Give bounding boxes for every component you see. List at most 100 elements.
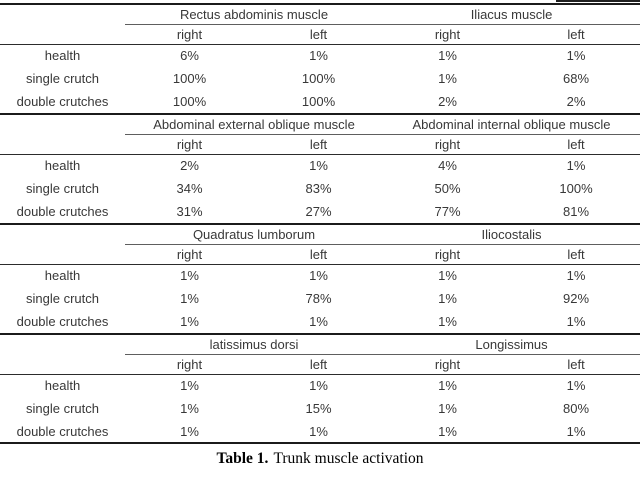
table-caption: Table 1. Trunk muscle activation [0,449,640,468]
table-caption-text: Trunk muscle activation [273,450,424,467]
value-cell: 1% [566,378,586,394]
corner-spacer [0,354,125,375]
row-label: single crutch [26,181,99,196]
side-header: right [125,244,254,265]
row-label: health [44,158,81,174]
value-cell: 1% [180,268,199,284]
group-header-row: Quadratus lumborum Iliocostalis [0,224,640,245]
value-cell: 68% [562,71,590,86]
value-cell: 1% [438,401,457,416]
row-label: health [44,48,81,64]
side-header: left [254,24,383,45]
side-header: left [512,24,640,45]
table-row: health 1% 1% 1% 1% [0,374,640,397]
side-header: right [125,134,254,155]
value-cell: 1% [566,268,586,284]
group-header-row: latissimus dorsi Longissimus [0,334,640,355]
value-cell: 100% [301,94,336,109]
row-label: double crutches [16,94,109,109]
row-label: double crutches [16,204,109,219]
muscle-group-header: Iliocostalis [383,224,640,245]
value-cell: 1% [309,268,328,284]
value-cell: 1% [438,314,457,329]
value-cell: 1% [309,158,328,174]
value-cell: 100% [559,181,593,196]
side-header: right [383,244,512,265]
value-cell: 1% [180,423,199,439]
side-header: left [254,134,383,155]
value-cell: 27% [305,204,332,219]
side-header-row: right left right left [0,244,640,265]
value-cell: 15% [305,401,332,416]
value-cell: 100% [301,71,336,86]
table-row: health 2% 1% 4% 1% [0,154,640,177]
side-header: left [254,244,383,265]
crop-artifact-line [556,0,640,2]
value-cell: 2% [566,94,586,109]
value-cell: 1% [566,48,586,64]
value-cell: 1% [438,378,457,394]
value-cell: 1% [180,314,199,329]
table-row: single crutch 1% 78% 1% 92% [0,287,640,310]
value-cell: 78% [305,291,332,306]
row-label: health [44,378,81,394]
value-cell: 31% [176,204,203,219]
value-cell: 1% [566,158,586,174]
value-cell: 83% [305,181,332,196]
row-label: single crutch [26,401,99,416]
value-cell: 1% [180,291,199,306]
side-header: right [383,134,512,155]
corner-spacer [0,114,125,134]
corner-spacer [0,4,125,24]
table-row: health 1% 1% 1% 1% [0,264,640,287]
value-cell: 1% [309,378,328,394]
muscle-group-header: Iliacus muscle [383,4,640,25]
muscle-group-header: latissimus dorsi [125,334,384,355]
value-cell: 1% [309,48,328,64]
corner-spacer [0,334,125,354]
side-header: left [512,134,640,155]
value-cell: 2% [438,94,457,109]
value-cell: 1% [438,48,457,64]
table-row: double crutches 100% 100% 2% 2% [0,90,640,113]
table-row: double crutches 1% 1% 1% 1% [0,310,640,333]
value-cell: 34% [176,181,203,196]
muscle-group-header: Longissimus [383,334,640,355]
value-cell: 77% [434,204,461,219]
value-cell: 92% [562,291,590,306]
table-row: single crutch 1% 15% 1% 80% [0,397,640,420]
trunk-muscle-activation-table: Rectus abdominis muscle Iliacus muscle r… [0,3,640,444]
row-label: double crutches [16,314,109,329]
corner-spacer [0,224,125,244]
muscle-group-header: Rectus abdominis muscle [125,4,383,25]
side-header-row: right left right left [0,24,640,45]
value-cell: 2% [180,158,199,174]
row-label: double crutches [16,423,109,439]
table-section-quadratus-iliocostalis: Quadratus lumborum Iliocostalis right le… [0,223,640,333]
value-cell: 1% [566,423,586,439]
corner-spacer [0,24,125,45]
value-cell: 1% [438,423,457,439]
muscle-group-header: Abdominal internal oblique muscle [383,114,640,135]
value-cell: 1% [566,314,586,329]
value-cell: 1% [180,401,199,416]
value-cell: 50% [434,181,461,196]
value-cell: 100% [172,71,207,86]
row-label: single crutch [26,291,99,306]
value-cell: 80% [563,401,590,416]
table-section-oblique: Abdominal external oblique muscle Abdomi… [0,113,640,223]
table-caption-label: Table 1. [216,450,269,467]
table-row: health 6% 1% 1% 1% [0,44,640,67]
value-cell: 1% [438,291,457,306]
side-header: left [512,354,640,375]
table-row: double crutches 1% 1% 1% 1% [0,420,640,443]
side-header: right [383,24,512,45]
value-cell: 1% [438,268,457,284]
side-header-row: right left right left [0,354,640,375]
value-cell: 1% [309,423,328,439]
side-header: left [512,244,640,265]
table-row: double crutches 31% 27% 77% 81% [0,200,640,223]
table-row: single crutch 100% 100% 1% 68% [0,67,640,90]
side-header: right [383,354,513,375]
value-cell: 6% [180,48,199,64]
